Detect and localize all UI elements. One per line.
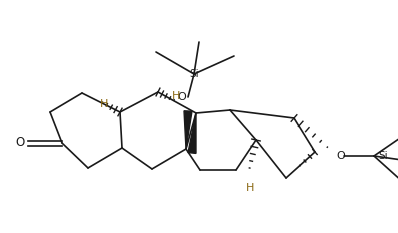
Polygon shape (184, 111, 192, 149)
Text: O: O (178, 92, 186, 102)
Text: O: O (337, 151, 345, 161)
Text: Si: Si (378, 151, 388, 161)
Text: H: H (172, 91, 180, 101)
Polygon shape (188, 113, 196, 153)
Text: H: H (100, 99, 108, 109)
Text: Si: Si (189, 69, 199, 79)
Text: H: H (246, 183, 254, 193)
Text: O: O (16, 137, 25, 150)
